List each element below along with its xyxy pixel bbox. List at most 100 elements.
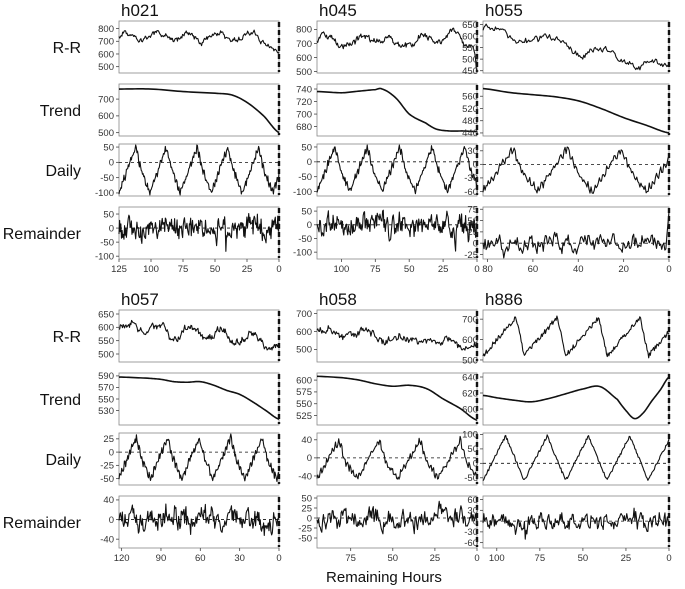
y-tick-label: 0	[307, 157, 312, 168]
x-axis-title: Remaining Hours	[326, 569, 442, 586]
panel-h045: h045500600700800680700720740-100-50050-1…	[293, 1, 480, 275]
y-tick-label: 50	[301, 142, 312, 153]
x-tick-label: 25	[430, 553, 441, 564]
series-line-remainder	[118, 212, 280, 252]
panel-title: h057	[121, 290, 159, 309]
y-tick-label: 700	[462, 314, 478, 325]
y-tick-label: -30	[464, 173, 478, 184]
y-tick-label: 0	[473, 160, 478, 171]
y-tick-label: 440	[462, 128, 478, 139]
series-line-daily	[482, 146, 670, 194]
plot-frame	[482, 432, 670, 486]
panel-h886: h886500600700600620640-50050100-60-30030…	[462, 290, 672, 564]
row-trend: Trend 500 600 700	[40, 83, 281, 139]
series-line-daily	[118, 433, 280, 483]
y-tick-label: 0	[307, 453, 312, 464]
y-tick-label: 0	[109, 158, 114, 169]
x-tick-label: 25	[621, 553, 632, 564]
y-tick-label: 30	[467, 146, 478, 157]
plot-frame	[118, 206, 280, 260]
y-tick-label: 0	[109, 223, 114, 234]
y-tick-label: -50	[464, 473, 478, 484]
x-tick-label: 100	[333, 264, 349, 275]
y-tick-label: 40	[301, 435, 312, 446]
series-line-remainder	[316, 500, 478, 535]
x-tick-label: 30	[234, 553, 245, 564]
y-tick-label: 25	[103, 434, 114, 445]
y-tick-label: 600	[296, 53, 312, 64]
y-tick-label: 500	[462, 54, 478, 65]
y-tick-label: 550	[296, 399, 312, 410]
y-tick-label: 0	[473, 238, 478, 249]
plot-frame	[316, 83, 478, 137]
row-daily: -60 -30 0 30	[464, 143, 671, 198]
plot-frame	[482, 83, 670, 137]
panel-grid: h021R-R500600700800Trend500600700Daily-1…	[3, 1, 672, 564]
series-line-r-r	[316, 27, 478, 73]
plot-frame	[118, 432, 280, 486]
y-tick-label: 600	[98, 111, 114, 122]
y-tick-label: 680	[296, 122, 312, 133]
y-tick-label: 60	[467, 495, 478, 506]
panel-title: h058	[319, 290, 357, 309]
row-daily: Daily -100 -50 0 50	[45, 142, 281, 199]
y-tick-label: -50	[298, 533, 312, 544]
y-tick-label: -50	[298, 172, 312, 183]
y-tick-label: 500	[98, 128, 114, 139]
y-tick-label: 500	[98, 349, 114, 360]
y-tick-label: 740	[296, 84, 312, 95]
y-tick-label: 0	[109, 447, 114, 458]
series-line-r-r	[482, 315, 670, 359]
y-tick-label: 800	[296, 25, 312, 36]
row-label: Daily	[45, 452, 81, 469]
y-tick-label: -100	[293, 247, 312, 258]
x-tick-label: 50	[578, 553, 589, 564]
y-tick-label: 0	[307, 220, 312, 231]
y-tick-label: 40	[103, 495, 114, 506]
y-tick-label: 25	[467, 227, 478, 238]
x-tick-label: 90	[156, 553, 167, 564]
row-label: R-R	[53, 40, 81, 57]
y-tick-label: 0	[109, 515, 114, 526]
y-tick-label: 700	[296, 309, 312, 320]
series-line-remainder	[118, 503, 280, 536]
y-tick-label: -100	[95, 251, 114, 262]
y-tick-label: -60	[464, 187, 478, 198]
y-tick-label: 800	[98, 24, 114, 35]
x-tick-label: 125	[111, 264, 127, 275]
y-tick-label: 0	[473, 459, 478, 470]
plot-frame	[316, 372, 478, 426]
row-remainder: Remainder -40 0 40 120 90 60 30 0	[3, 495, 282, 564]
y-tick-label: 640	[462, 372, 478, 383]
row-label: Remainder	[3, 226, 82, 243]
y-tick-label: 30	[467, 506, 478, 517]
x-tick-label: 75	[178, 264, 189, 275]
row-daily: Daily -50 -25 0 25	[45, 432, 281, 486]
y-tick-label: -50	[100, 173, 114, 184]
y-tick-label: 600	[462, 31, 478, 42]
y-tick-label: 650	[98, 309, 114, 320]
y-tick-label: 50	[467, 444, 478, 455]
row-daily: -100 -50 0 50	[293, 142, 479, 198]
x-tick-label: 0	[276, 264, 281, 275]
y-tick-label: 50	[467, 216, 478, 227]
x-tick-label: 0	[666, 553, 671, 564]
y-tick-label: 50	[103, 142, 114, 153]
y-tick-label: 0	[473, 516, 478, 527]
panel-title: h045	[319, 1, 357, 20]
y-tick-label: 500	[296, 345, 312, 356]
series-line-daily	[316, 435, 478, 480]
y-tick-label: 500	[98, 62, 114, 73]
y-tick-label: 600	[296, 327, 312, 338]
y-tick-label: -25	[100, 461, 114, 472]
x-tick-label: 50	[404, 264, 415, 275]
y-tick-label: -40	[298, 471, 312, 482]
y-tick-label: 75	[467, 205, 478, 216]
panel-h057: h057R-R500550600650Trend530550570590Dail…	[3, 290, 282, 564]
y-tick-label: -40	[100, 534, 114, 545]
y-tick-label: 560	[462, 92, 478, 103]
y-tick-label: 25	[301, 503, 312, 514]
